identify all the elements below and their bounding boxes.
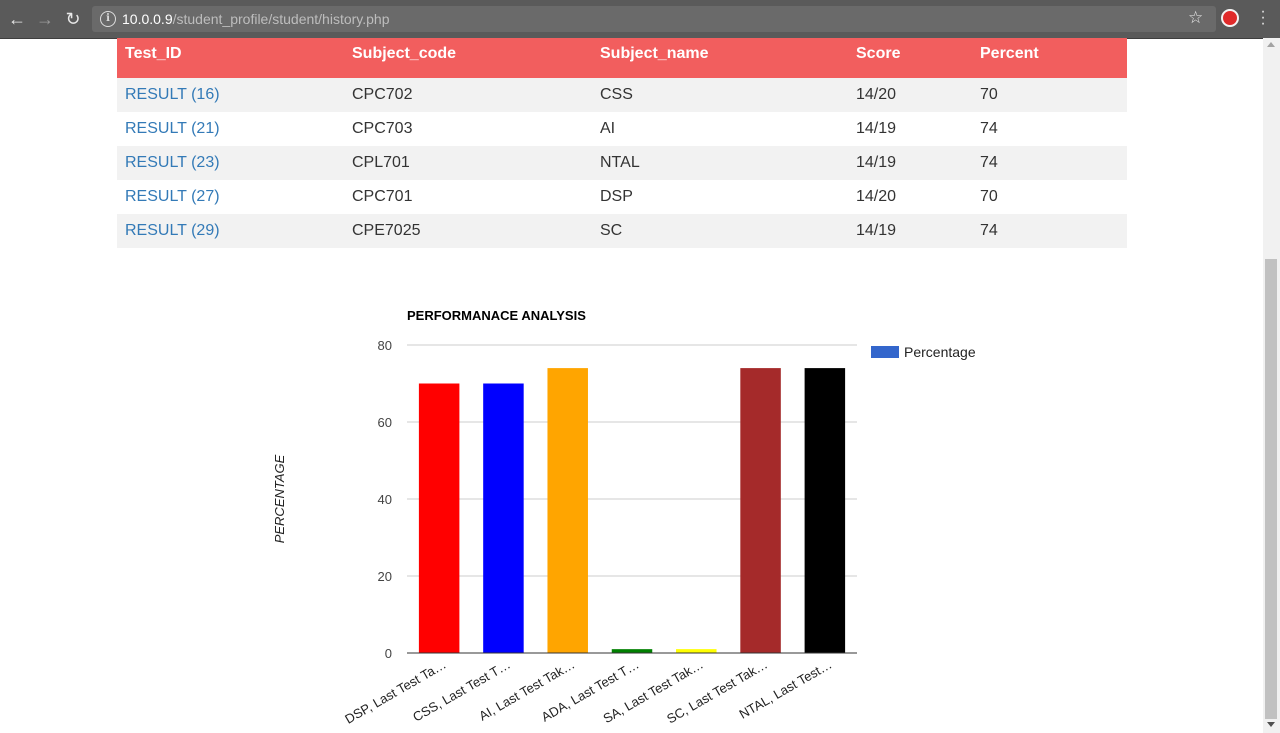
percent-cell: 74 — [972, 112, 1127, 146]
bar[interactable] — [676, 649, 717, 653]
subject-code-cell: CPC701 — [344, 180, 592, 214]
score-cell: 14/19 — [848, 214, 972, 248]
header-subject-name: Subject_name — [592, 38, 848, 78]
bookmark-star-icon[interactable]: ☆ — [1188, 8, 1204, 27]
table-header-row: Test_ID Subject_code Subject_name Score … — [117, 38, 1127, 78]
y-tick-label: 20 — [378, 569, 392, 584]
percent-cell: 70 — [972, 78, 1127, 112]
bar[interactable] — [547, 368, 588, 653]
subject-code-cell: CPL701 — [344, 146, 592, 180]
scroll-up-icon[interactable] — [1267, 42, 1275, 47]
subject-code-cell: CPE7025 — [344, 214, 592, 248]
header-percent: Percent — [972, 38, 1127, 78]
history-table: Test_ID Subject_code Subject_name Score … — [117, 38, 1127, 248]
back-arrow-icon[interactable]: ← — [8, 9, 26, 29]
percent-cell: 74 — [972, 146, 1127, 180]
bar[interactable] — [611, 649, 653, 653]
score-cell: 14/20 — [848, 78, 972, 112]
y-tick-label: 0 — [385, 646, 392, 661]
test-id-cell: RESULT (21) — [117, 112, 344, 146]
subject-name-cell: SC — [592, 214, 848, 248]
url-path: /student_profile/student/history.php — [172, 11, 390, 27]
test-id-cell: RESULT (23) — [117, 146, 344, 180]
test-id-cell: RESULT (27) — [117, 180, 344, 214]
table-row: RESULT (16) CPC702 CSS 14/20 70 — [117, 78, 1127, 112]
bars — [407, 368, 857, 654]
subject-code-cell: CPC702 — [344, 78, 592, 112]
result-link[interactable]: RESULT (27) — [125, 188, 220, 205]
table-row: RESULT (29) CPE7025 SC 14/19 74 — [117, 214, 1127, 248]
info-icon[interactable]: i — [100, 11, 116, 27]
table-row: RESULT (21) CPC703 AI 14/19 74 — [117, 112, 1127, 146]
x-tick-label: DSP, Last Test Ta… — [342, 657, 448, 727]
extension-stop-icon[interactable] — [1221, 9, 1239, 27]
header-score: Score — [848, 38, 972, 78]
subject-name-cell: AI — [592, 112, 848, 146]
browser-toolbar: ← → ↻ i 10.0.0.9/student_profile/student… — [0, 0, 1280, 39]
result-link[interactable]: RESULT (23) — [125, 154, 220, 171]
legend[interactable]: Percentage — [871, 344, 976, 360]
subject-name-cell: NTAL — [592, 146, 848, 180]
reload-icon[interactable]: ↻ — [65, 9, 81, 29]
subject-code-cell: CPC703 — [344, 112, 592, 146]
header-test-id: Test_ID — [117, 38, 344, 78]
score-cell: 14/20 — [848, 180, 972, 214]
scrollbar-thumb[interactable] — [1265, 259, 1277, 719]
header-subject-code: Subject_code — [344, 38, 592, 78]
test-id-cell: RESULT (16) — [117, 78, 344, 112]
scroll-down-icon[interactable] — [1267, 722, 1275, 727]
score-cell: 14/19 — [848, 146, 972, 180]
result-link[interactable]: RESULT (21) — [125, 120, 220, 137]
legend-swatch — [871, 346, 899, 358]
vertical-scrollbar[interactable] — [1263, 38, 1280, 733]
bar[interactable] — [483, 383, 524, 654]
table-row: RESULT (27) CPC701 DSP 14/20 70 — [117, 180, 1127, 214]
legend-label: Percentage — [904, 344, 976, 360]
bar[interactable] — [804, 368, 846, 653]
percent-cell: 74 — [972, 214, 1127, 248]
percent-cell: 70 — [972, 180, 1127, 214]
x-axis-labels: DSP, Last Test Ta…CSS, Last Test T…AI, L… — [342, 657, 834, 727]
table-row: RESULT (23) CPL701 NTAL 14/19 74 — [117, 146, 1127, 180]
url-host: 10.0.0.9 — [122, 11, 173, 27]
subject-name-cell: DSP — [592, 180, 848, 214]
bar[interactable] — [418, 383, 460, 654]
address-bar[interactable]: i 10.0.0.9/student_profile/student/histo… — [92, 6, 1216, 32]
chart-title: PERFORMANACE ANALYSIS — [407, 308, 586, 323]
gridlines — [407, 344, 857, 654]
y-tick-label: 60 — [378, 415, 392, 430]
test-id-cell: RESULT (29) — [117, 214, 344, 248]
bar[interactable] — [740, 368, 781, 653]
y-axis-ticks: 0 20 40 60 80 — [378, 338, 392, 661]
url-text[interactable]: 10.0.0.9/student_profile/student/history… — [122, 11, 390, 27]
y-tick-label: 40 — [378, 492, 392, 507]
result-link[interactable]: RESULT (29) — [125, 222, 220, 239]
forward-arrow-icon[interactable]: → — [36, 9, 54, 29]
subject-name-cell: CSS — [592, 78, 848, 112]
y-axis-label: PERCENTAGE — [272, 454, 287, 543]
kebab-menu-icon[interactable]: · · · — [1260, 3, 1266, 32]
y-tick-label: 80 — [378, 338, 392, 353]
result-link[interactable]: RESULT (16) — [125, 86, 220, 103]
score-cell: 14/19 — [848, 112, 972, 146]
